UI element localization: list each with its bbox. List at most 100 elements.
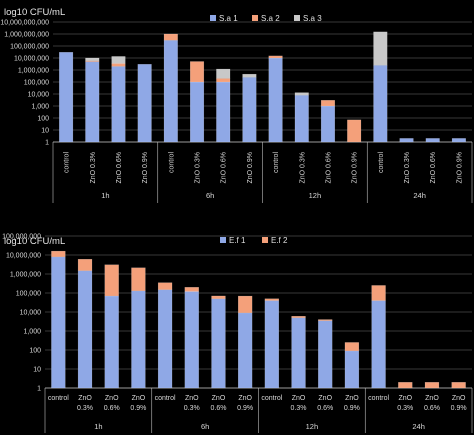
category-label: control — [368, 395, 389, 402]
bar-e-f-2 — [104, 264, 119, 297]
y-tick-label: 10,000,000 — [14, 56, 49, 63]
bar-e-f-1 — [211, 298, 226, 389]
y-tick-label: 10,000 — [20, 310, 42, 317]
bar-s-a-1 — [451, 138, 466, 143]
legend-entry: S.a 2 — [261, 14, 280, 23]
y-tick-label: 100,000 — [16, 291, 41, 298]
bar-s-a-3 — [216, 68, 231, 79]
category-label: ZnO 0.9% — [456, 152, 463, 184]
bar-e-f-1 — [318, 320, 333, 389]
bar-s-a-1 — [190, 81, 205, 143]
y-tick-label: 100,000,000 — [2, 234, 41, 241]
category-label: 0.9% — [451, 405, 467, 412]
category-label: ZnO — [78, 395, 92, 402]
chart-title: log10 CFU/mL — [4, 7, 65, 18]
bar-e-f-2 — [131, 267, 146, 292]
bar-s-a-1 — [59, 52, 74, 143]
category-label: ZnO — [318, 395, 332, 402]
bar-s-a-2 — [347, 119, 362, 143]
bar-s-a-2 — [111, 63, 126, 67]
bar-s-a-1 — [137, 64, 152, 143]
bar-e-f-2 — [451, 382, 466, 389]
legend-swatch — [210, 15, 216, 21]
legend-swatch — [252, 15, 258, 21]
bar-s-a-2 — [163, 33, 178, 41]
y-tick-label: 1 — [45, 140, 49, 147]
category-label: control — [273, 152, 280, 173]
bar-e-f-1 — [157, 289, 173, 389]
group-label: 6h — [206, 191, 214, 200]
bar-s-a-2 — [190, 61, 205, 83]
category-label: ZnO 0.3% — [90, 152, 97, 184]
category-label: 0.3% — [77, 405, 93, 412]
category-label: control — [155, 395, 176, 402]
y-tick-label: 10 — [41, 128, 49, 135]
bar-e-f-2 — [344, 342, 360, 352]
bar-e-f-2 — [157, 282, 173, 290]
category-label: 0.3% — [184, 405, 200, 412]
bar-s-a-3 — [242, 73, 257, 78]
bar-s-a-1 — [294, 94, 309, 143]
y-tick-label: 10 — [33, 367, 41, 374]
bar-s-a-1 — [163, 40, 178, 143]
y-tick-label: 1,000,000 — [10, 272, 41, 279]
category-label: ZnO — [105, 395, 119, 402]
y-tick-label: 1,000 — [31, 104, 49, 111]
bar-s-a-1 — [425, 138, 440, 143]
category-label: 0.9% — [130, 405, 146, 412]
bar-e-f-1 — [184, 291, 199, 389]
group-label: 24h — [412, 422, 425, 431]
chart-1: log10 CFU/mL 1 10 100 1,000 10,000 100,000 1,00… — [0, 7, 473, 203]
bar-s-a-2 — [320, 100, 335, 107]
category-label: ZnO — [425, 395, 439, 402]
category-label: ZnO — [292, 395, 306, 402]
bar-e-f-1 — [291, 317, 306, 389]
bar-e-f-2 — [264, 298, 279, 301]
category-label: ZnO 0.3% — [195, 152, 202, 184]
bar-e-f-2 — [184, 287, 199, 292]
category-label: 0.9% — [237, 405, 253, 412]
bar-e-f-2 — [398, 382, 413, 389]
category-label: ZnO — [452, 395, 466, 402]
y-tick-label: 1,000 — [23, 329, 41, 336]
group-label: 1h — [94, 422, 102, 431]
legend-swatch — [262, 237, 268, 243]
bar-e-f-1 — [371, 300, 386, 389]
bar-e-f-2 — [238, 295, 253, 314]
bar-e-f-2 — [371, 285, 386, 301]
bar-s-a-1 — [85, 61, 100, 143]
bar-e-f-1 — [264, 300, 279, 389]
category-label: control — [378, 152, 385, 173]
category-label: ZnO 0.9% — [142, 152, 149, 184]
bar-s-a-2 — [268, 55, 283, 59]
category-label: ZnO — [398, 395, 412, 402]
category-label: control — [168, 152, 175, 173]
category-label: ZnO 0.3% — [404, 152, 411, 184]
bar-e-f-2 — [211, 295, 226, 299]
category-label: control — [261, 395, 282, 402]
bar-e-f-1 — [77, 270, 93, 389]
bar-s-a-1 — [242, 77, 257, 143]
category-label: ZnO 0.6% — [221, 152, 228, 184]
category-label: 0.6% — [424, 405, 440, 412]
category-label: ZnO — [185, 395, 199, 402]
category-label: 0.6% — [317, 405, 333, 412]
legend-entry: E.f 1 — [229, 236, 246, 245]
chart-2: log10 CFU/mL 1 10 100 1,000 10,000 100,000 1,00… — [2, 234, 473, 433]
bar-s-a-1 — [216, 81, 231, 143]
y-tick-label: 100,000 — [24, 80, 49, 87]
legend-entry: S.a 1 — [219, 14, 238, 23]
bar-s-a-2 — [216, 78, 231, 83]
bar-e-f-1 — [131, 290, 146, 389]
group-label: 1h — [101, 191, 109, 200]
bar-e-f-1 — [344, 350, 360, 389]
category-label: ZnO — [212, 395, 226, 402]
category-label: 0.3% — [291, 405, 307, 412]
bar-s-a-3 — [373, 31, 388, 66]
legend-swatch — [220, 237, 226, 243]
y-tick-label: 1,000,000 — [18, 68, 49, 75]
bar-s-a-3 — [294, 92, 309, 96]
category-label: ZnO 0.6% — [325, 152, 332, 184]
bar-e-f-2 — [51, 250, 66, 258]
